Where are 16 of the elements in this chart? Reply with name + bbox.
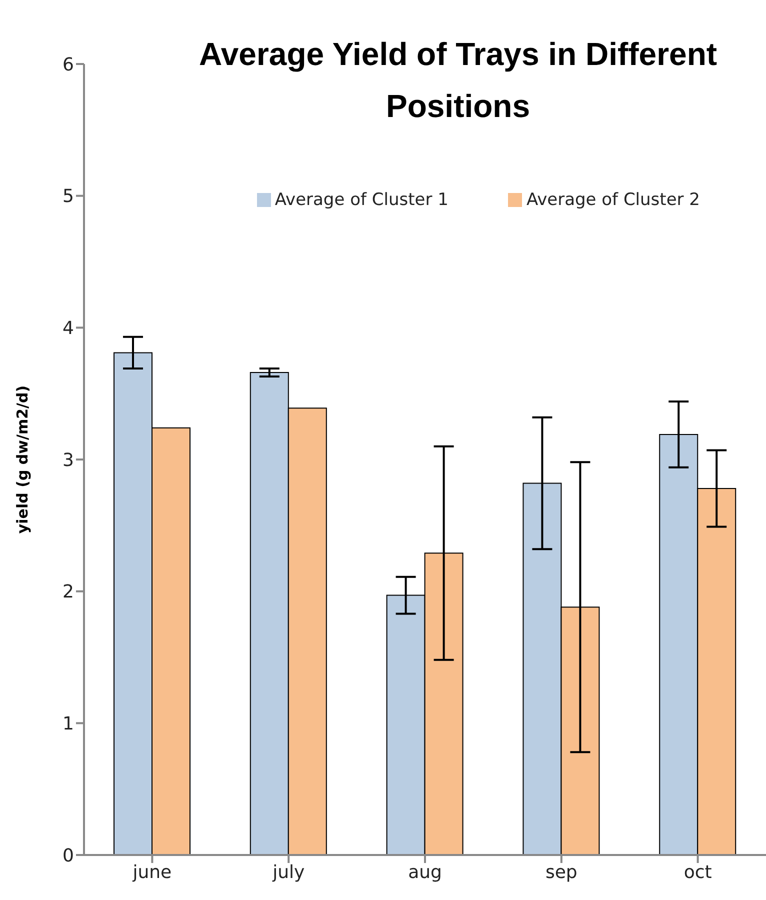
y-tick-label: 0	[62, 845, 74, 866]
x-tick-label: aug	[408, 862, 442, 883]
y-tick-label: 6	[62, 54, 74, 76]
y-tick-label: 1	[62, 714, 74, 735]
x-tick-label: july	[272, 862, 305, 883]
chart-title: Average Yield of Trays in Different Positions	[198, 35, 718, 126]
x-tick-label: june	[132, 862, 172, 883]
x-tick-label: oct	[684, 862, 712, 883]
legend-label: Average of Cluster 1	[274, 190, 448, 210]
y-tick-label: 2	[62, 582, 74, 603]
x-tick-label: sep	[545, 862, 578, 883]
legend-label: Average of Cluster 2	[526, 190, 700, 210]
y-tick-label: 5	[62, 186, 74, 208]
y-axis-title: yield (g dw/m2/d)	[13, 385, 32, 534]
y-tick-label: 4	[62, 318, 74, 340]
y-tick-label: 3	[62, 450, 74, 471]
